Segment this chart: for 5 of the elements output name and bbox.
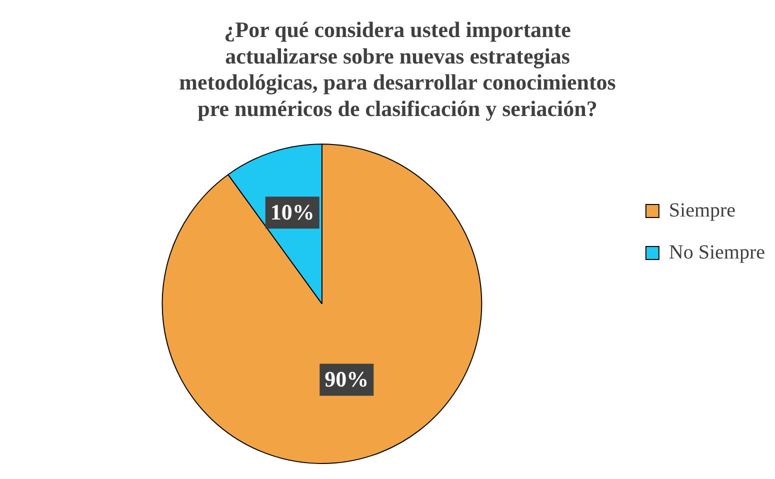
data-label: 10% xyxy=(270,199,314,224)
data-label: 90% xyxy=(324,366,369,392)
legend-label: No Siempre xyxy=(668,241,766,264)
chart-title: ¿Por qué considera usted importante actualizarse sobre nuevas estrategias metodológicas, para desarrollar conocimientos pre numéricos de clasificación y seriación? xyxy=(179,16,616,122)
legend-label: Siempre xyxy=(668,199,736,222)
